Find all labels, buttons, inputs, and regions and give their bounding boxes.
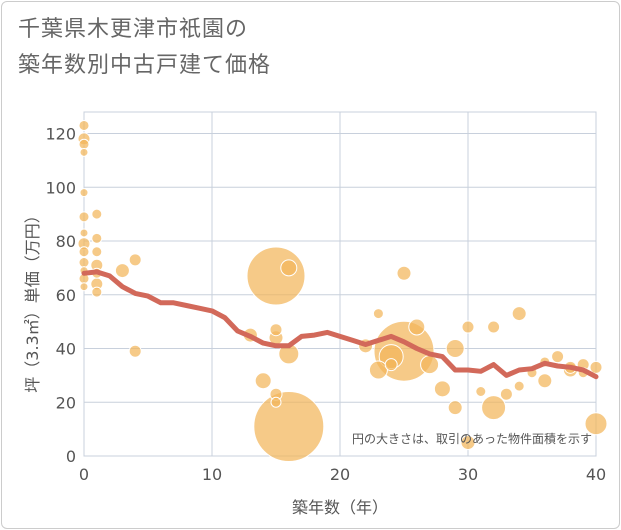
data-bubble [78, 211, 90, 223]
data-bubble [269, 323, 283, 337]
data-bubble [78, 246, 90, 258]
data-bubble [433, 380, 451, 398]
y-tick-label: 100 [45, 178, 76, 197]
y-axis-label: 坪（3.3㎡）単価（万円） [23, 207, 42, 392]
data-bubble [79, 188, 89, 198]
data-bubble [475, 386, 487, 397]
data-bubble [584, 412, 608, 436]
data-bubble [481, 395, 507, 421]
x-tick-label: 30 [458, 465, 478, 484]
data-bubble [499, 387, 513, 401]
data-bubble [420, 355, 440, 375]
data-bubble [368, 360, 388, 380]
data-bubble [91, 246, 103, 258]
data-bubble [79, 282, 89, 292]
x-axis-label: 築年数（年） [292, 498, 388, 517]
annotation-text: 円の大きさは、取引のあった物件面積を示す [352, 431, 592, 446]
data-bubble [408, 318, 426, 336]
data-bubble [461, 320, 475, 334]
data-bubble [78, 257, 90, 268]
data-bubble [445, 339, 465, 358]
data-bubble [91, 208, 103, 220]
data-bubble [280, 259, 298, 277]
data-bubble [114, 263, 130, 279]
chart-title: 千葉県木更津市祇園の 築年数別中古戸建て価格 [18, 17, 272, 78]
x-tick-label: 10 [202, 465, 222, 484]
data-bubble [384, 358, 398, 372]
y-tick-label: 60 [56, 286, 76, 305]
data-bubble [78, 138, 90, 150]
data-bubble [487, 320, 501, 334]
data-bubble [589, 360, 603, 374]
x-tick-label: 0 [79, 465, 89, 484]
data-bubble [270, 396, 282, 408]
data-bubble [91, 232, 103, 244]
data-bubble [128, 344, 142, 358]
data-bubble [372, 308, 384, 320]
data-bubble [246, 246, 306, 306]
y-tick-label: 80 [56, 232, 76, 251]
data-bubble [91, 286, 103, 298]
tick-labels: 0 10 20 30 40 0 20 40 60 80 100 120 [45, 125, 606, 485]
y-tick-label: 20 [56, 393, 76, 412]
grid [83, 111, 597, 457]
data-bubble [447, 400, 463, 416]
data-bubble [253, 390, 325, 462]
data-bubble [551, 350, 565, 364]
y-tick-label: 0 [66, 447, 76, 466]
y-tick-label: 120 [45, 125, 76, 144]
data-bubble [79, 228, 89, 238]
data-bubble [460, 435, 476, 451]
data-bubble [511, 306, 527, 322]
data-bubble [254, 372, 272, 390]
trend-line [81, 269, 599, 380]
trend-line-group [81, 269, 599, 380]
data-bubble [537, 373, 553, 389]
data-bubble [78, 119, 90, 131]
data-bubble [396, 265, 412, 281]
x-tick-label: 40 [586, 465, 606, 484]
data-bubble [79, 147, 89, 157]
y-tick-label: 40 [56, 340, 76, 359]
bubbles [77, 119, 608, 462]
data-bubble [513, 380, 525, 392]
data-bubble [128, 253, 142, 267]
x-tick-label: 20 [330, 465, 350, 484]
